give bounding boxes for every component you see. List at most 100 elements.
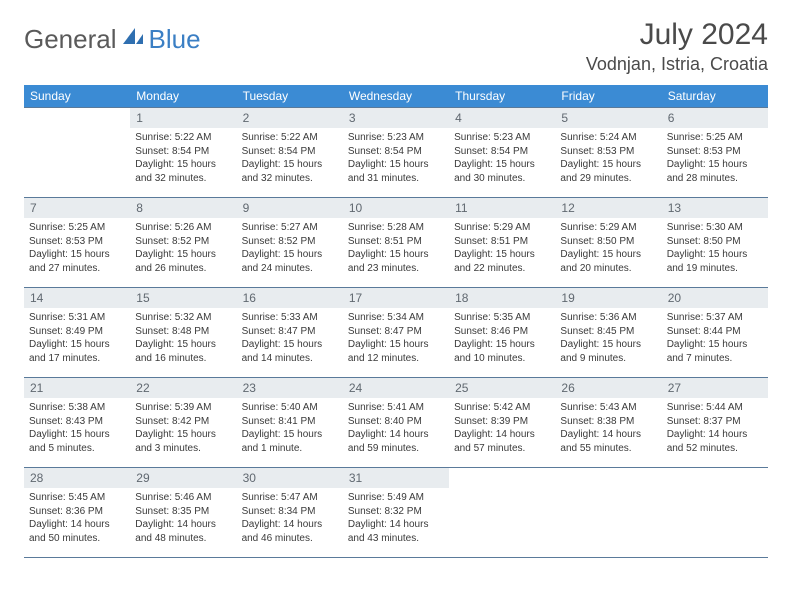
day-number: 14 bbox=[24, 288, 130, 308]
day-number: 29 bbox=[130, 468, 236, 488]
day-cell: 5Sunrise: 5:24 AMSunset: 8:53 PMDaylight… bbox=[555, 108, 661, 198]
day-number: 15 bbox=[130, 288, 236, 308]
calendar-body: 1Sunrise: 5:22 AMSunset: 8:54 PMDaylight… bbox=[24, 108, 768, 559]
calendar-row: 7Sunrise: 5:25 AMSunset: 8:53 PMDaylight… bbox=[24, 198, 768, 288]
sunrise-line: Sunrise: 5:25 AM bbox=[29, 221, 125, 235]
day-content: Sunrise: 5:23 AMSunset: 8:54 PMDaylight:… bbox=[343, 128, 449, 191]
daylight-line: Daylight: 14 hours and 48 minutes. bbox=[135, 518, 231, 545]
daylight-line: Daylight: 14 hours and 59 minutes. bbox=[348, 428, 444, 455]
daylight-line: Daylight: 14 hours and 43 minutes. bbox=[348, 518, 444, 545]
empty-cell bbox=[449, 468, 555, 558]
sunrise-line: Sunrise: 5:42 AM bbox=[454, 401, 550, 415]
day-number: 4 bbox=[449, 108, 555, 128]
day-cell: 12Sunrise: 5:29 AMSunset: 8:50 PMDayligh… bbox=[555, 198, 661, 288]
day-number: 18 bbox=[449, 288, 555, 308]
day-number: 22 bbox=[130, 378, 236, 398]
logo-sail-icon bbox=[121, 26, 145, 53]
day-cell: 31Sunrise: 5:49 AMSunset: 8:32 PMDayligh… bbox=[343, 468, 449, 558]
day-cell: 27Sunrise: 5:44 AMSunset: 8:37 PMDayligh… bbox=[662, 378, 768, 468]
sunset-line: Sunset: 8:43 PM bbox=[29, 415, 125, 429]
sunset-line: Sunset: 8:36 PM bbox=[29, 505, 125, 519]
sunset-line: Sunset: 8:47 PM bbox=[348, 325, 444, 339]
weekday-header: Thursday bbox=[449, 85, 555, 108]
weekday-header: Sunday bbox=[24, 85, 130, 108]
day-cell: 30Sunrise: 5:47 AMSunset: 8:34 PMDayligh… bbox=[237, 468, 343, 558]
day-cell: 22Sunrise: 5:39 AMSunset: 8:42 PMDayligh… bbox=[130, 378, 236, 468]
sunrise-line: Sunrise: 5:33 AM bbox=[242, 311, 338, 325]
sunrise-line: Sunrise: 5:45 AM bbox=[29, 491, 125, 505]
day-cell: 3Sunrise: 5:23 AMSunset: 8:54 PMDaylight… bbox=[343, 108, 449, 198]
daylight-line: Daylight: 15 hours and 28 minutes. bbox=[667, 158, 763, 185]
sunset-line: Sunset: 8:34 PM bbox=[242, 505, 338, 519]
logo-text-blue: Blue bbox=[149, 24, 201, 55]
sunset-line: Sunset: 8:45 PM bbox=[560, 325, 656, 339]
weekday-header: Friday bbox=[555, 85, 661, 108]
day-number: 6 bbox=[662, 108, 768, 128]
weekday-header: Wednesday bbox=[343, 85, 449, 108]
day-cell: 24Sunrise: 5:41 AMSunset: 8:40 PMDayligh… bbox=[343, 378, 449, 468]
daylight-line: Daylight: 14 hours and 46 minutes. bbox=[242, 518, 338, 545]
sunset-line: Sunset: 8:52 PM bbox=[135, 235, 231, 249]
day-cell: 6 Sunrise: 5:25 AMSunset: 8:53 PMDaylight… bbox=[662, 108, 768, 198]
sunset-line: Sunset: 8:41 PM bbox=[242, 415, 338, 429]
day-number: 19 bbox=[555, 288, 661, 308]
sunset-line: Sunset: 8:44 PM bbox=[667, 325, 763, 339]
day-content: Sunrise: 5:38 AMSunset: 8:43 PMDaylight:… bbox=[24, 398, 130, 461]
day-content: Sunrise: 5:39 AMSunset: 8:42 PMDaylight:… bbox=[130, 398, 236, 461]
day-cell: 11Sunrise: 5:29 AMSunset: 8:51 PMDayligh… bbox=[449, 198, 555, 288]
sunset-line: Sunset: 8:38 PM bbox=[560, 415, 656, 429]
sunset-line: Sunset: 8:50 PM bbox=[560, 235, 656, 249]
sunset-line: Sunset: 8:39 PM bbox=[454, 415, 550, 429]
daylight-line: Daylight: 15 hours and 20 minutes. bbox=[560, 248, 656, 275]
calendar-row: 14Sunrise: 5:31 AMSunset: 8:49 PMDayligh… bbox=[24, 288, 768, 378]
sunset-line: Sunset: 8:53 PM bbox=[560, 145, 656, 159]
day-content: Sunrise: 5:33 AMSunset: 8:47 PMDaylight:… bbox=[237, 308, 343, 371]
day-cell: 1Sunrise: 5:22 AMSunset: 8:54 PMDaylight… bbox=[130, 108, 236, 198]
weekday-header: Saturday bbox=[662, 85, 768, 108]
daylight-line: Daylight: 15 hours and 16 minutes. bbox=[135, 338, 231, 365]
sunrise-line: Sunrise: 5:27 AM bbox=[242, 221, 338, 235]
daylight-line: Daylight: 15 hours and 27 minutes. bbox=[29, 248, 125, 275]
day-content: Sunrise: 5:34 AMSunset: 8:47 PMDaylight:… bbox=[343, 308, 449, 371]
sunset-line: Sunset: 8:40 PM bbox=[348, 415, 444, 429]
sunset-line: Sunset: 8:47 PM bbox=[242, 325, 338, 339]
day-content: Sunrise: 5:43 AMSunset: 8:38 PMDaylight:… bbox=[555, 398, 661, 461]
day-content: Sunrise: 5:47 AMSunset: 8:34 PMDaylight:… bbox=[237, 488, 343, 551]
day-content: Sunrise: 5:23 AMSunset: 8:54 PMDaylight:… bbox=[449, 128, 555, 191]
daylight-line: Daylight: 15 hours and 26 minutes. bbox=[135, 248, 231, 275]
sunset-line: Sunset: 8:42 PM bbox=[135, 415, 231, 429]
sunrise-line: Sunrise: 5:22 AM bbox=[242, 131, 338, 145]
day-content: Sunrise: 5:35 AMSunset: 8:46 PMDaylight:… bbox=[449, 308, 555, 371]
sunrise-line: Sunrise: 5:36 AM bbox=[560, 311, 656, 325]
daylight-line: Daylight: 15 hours and 9 minutes. bbox=[560, 338, 656, 365]
day-content: Sunrise: 5:45 AMSunset: 8:36 PMDaylight:… bbox=[24, 488, 130, 551]
day-content: Sunrise: 5:44 AMSunset: 8:37 PMDaylight:… bbox=[662, 398, 768, 461]
sunrise-line: Sunrise: 5:25 AM bbox=[667, 131, 763, 145]
day-content: Sunrise: 5:29 AMSunset: 8:51 PMDaylight:… bbox=[449, 218, 555, 281]
day-number: 16 bbox=[237, 288, 343, 308]
daylight-line: Daylight: 15 hours and 24 minutes. bbox=[242, 248, 338, 275]
sunset-line: Sunset: 8:53 PM bbox=[667, 145, 763, 159]
sunset-line: Sunset: 8:54 PM bbox=[242, 145, 338, 159]
day-cell: 28Sunrise: 5:45 AMSunset: 8:36 PMDayligh… bbox=[24, 468, 130, 558]
day-content: Sunrise: 5:49 AMSunset: 8:32 PMDaylight:… bbox=[343, 488, 449, 551]
sunrise-line: Sunrise: 5:34 AM bbox=[348, 311, 444, 325]
day-cell: 23Sunrise: 5:40 AMSunset: 8:41 PMDayligh… bbox=[237, 378, 343, 468]
day-cell: 10Sunrise: 5:28 AMSunset: 8:51 PMDayligh… bbox=[343, 198, 449, 288]
calendar-row: 1Sunrise: 5:22 AMSunset: 8:54 PMDaylight… bbox=[24, 108, 768, 198]
sunrise-line: Sunrise: 5:35 AM bbox=[454, 311, 550, 325]
weekday-header: Monday bbox=[130, 85, 236, 108]
day-content: Sunrise: 5:28 AMSunset: 8:51 PMDaylight:… bbox=[343, 218, 449, 281]
day-number: 25 bbox=[449, 378, 555, 398]
daylight-line: Daylight: 15 hours and 1 minute. bbox=[242, 428, 338, 455]
sunrise-line: Sunrise: 5:30 AM bbox=[667, 221, 763, 235]
day-content: Sunrise: 5:42 AMSunset: 8:39 PMDaylight:… bbox=[449, 398, 555, 461]
day-cell: 19 Sunrise: 5:36 AMSunset: 8:45 PMDayligh… bbox=[555, 288, 661, 378]
sunrise-line: Sunrise: 5:23 AM bbox=[454, 131, 550, 145]
day-content: Sunrise: 5:29 AMSunset: 8:50 PMDaylight:… bbox=[555, 218, 661, 281]
title-block: July 2024 Vodnjan, Istria, Croatia bbox=[586, 18, 768, 75]
sunset-line: Sunset: 8:53 PM bbox=[29, 235, 125, 249]
daylight-line: Daylight: 15 hours and 10 minutes. bbox=[454, 338, 550, 365]
day-number: 11 bbox=[449, 198, 555, 218]
sunrise-line: Sunrise: 5:37 AM bbox=[667, 311, 763, 325]
